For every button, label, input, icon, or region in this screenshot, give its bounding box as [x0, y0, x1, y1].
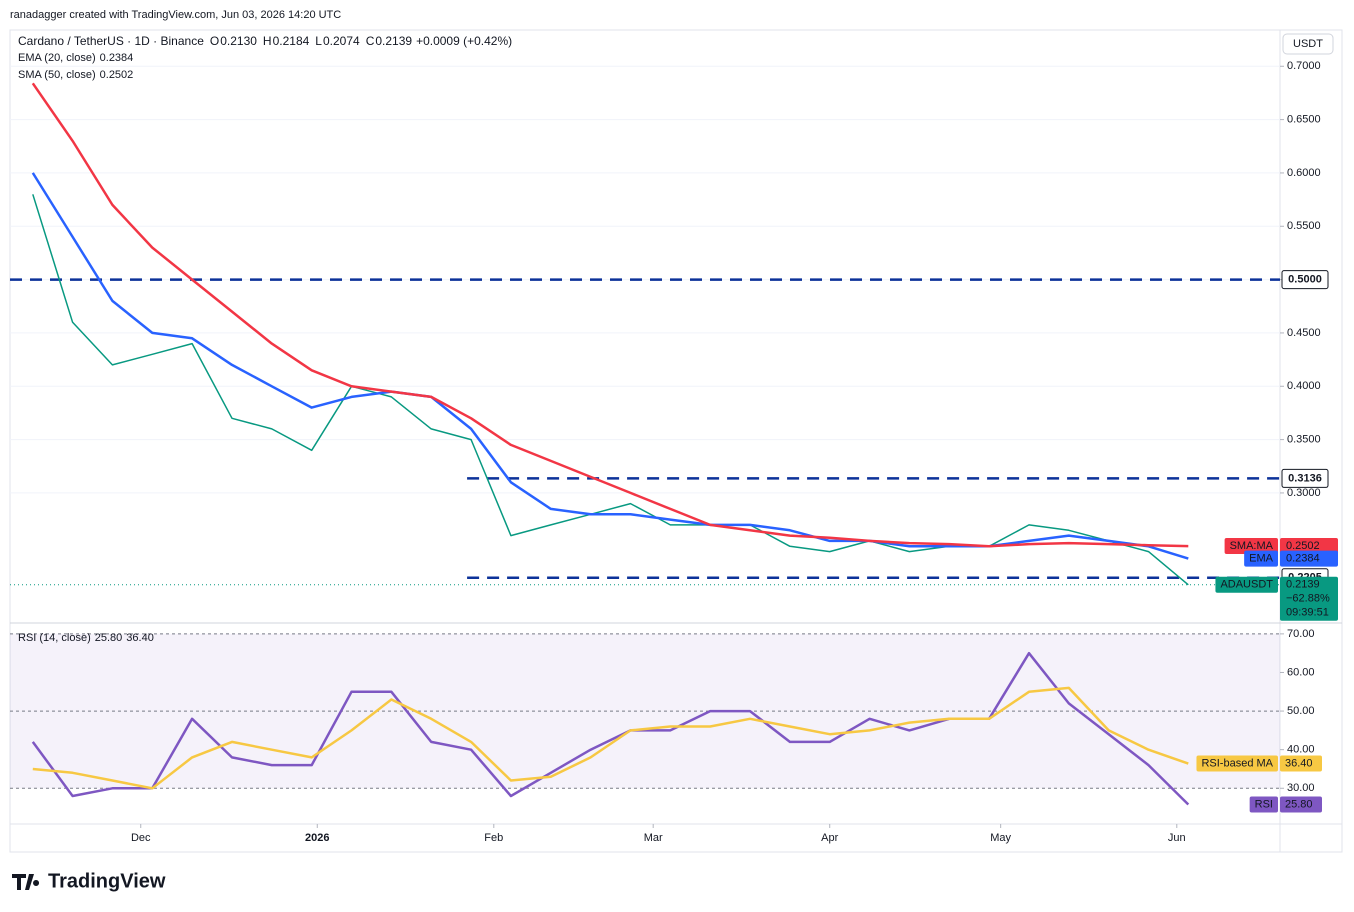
ohlc-value: 0.2184	[273, 34, 310, 48]
ohlc-key: L	[315, 34, 322, 48]
series-line	[31, 82, 1189, 548]
ohlc-key: C	[366, 34, 375, 48]
badge-value-bg	[1280, 538, 1338, 555]
badge-tag-bg	[1196, 755, 1278, 772]
currency[interactable]: USDT	[1293, 38, 1323, 50]
legend-value: 0.2502	[100, 69, 134, 81]
ohlc-key: O	[210, 34, 219, 48]
legend-name: EMA (20, close)	[18, 52, 96, 64]
x-tick-label: May	[990, 832, 1011, 844]
x-tick-label: Dec	[131, 832, 151, 844]
level-badge	[1281, 468, 1329, 488]
ohlc-value: 0.2130	[220, 34, 257, 48]
badge-tag: EMA	[1249, 553, 1274, 565]
level-badge	[1281, 270, 1329, 290]
y-tick-label: 0.4500	[1287, 327, 1321, 339]
pane-title: RSI (14, close)	[18, 632, 91, 644]
y-tick-label: 30.00	[1287, 782, 1315, 794]
y-tick-label: 40.00	[1287, 744, 1315, 756]
chart-frame	[9, 29, 1343, 853]
badge-tag-bg	[1244, 550, 1278, 567]
series-line	[32, 686, 1189, 790]
currency-button[interactable]	[1282, 33, 1334, 55]
badge-line: −62.88%	[1286, 593, 1330, 605]
badge-tag: RSI	[1255, 798, 1273, 810]
y-tick-label: 70.00	[1287, 628, 1315, 640]
y-tick-label: 0.6000	[1287, 167, 1321, 179]
ohlc-key: H	[263, 34, 272, 48]
ohlc-value: 0.2139	[375, 34, 412, 48]
y-tick-label: 0.4000	[1287, 380, 1321, 392]
y-tick-label: 0.6500	[1287, 114, 1321, 126]
tv-logo	[12, 874, 40, 890]
y-tick-label: 50.00	[1287, 705, 1315, 717]
level-label: 0.5000	[1288, 274, 1322, 286]
legend-name: SMA (50, close)	[18, 69, 96, 81]
badge-value: 36.40	[1285, 757, 1313, 769]
badge-value-bg	[1280, 755, 1322, 772]
x-tick-label: Jun	[1168, 832, 1186, 844]
y-tick-label: 0.5500	[1287, 220, 1321, 232]
ohlc-value: 0.2074	[323, 34, 360, 48]
badge-tag: RSI-based MA	[1201, 757, 1273, 769]
x-tick-label: Mar	[644, 832, 663, 844]
y-tick-label: 60.00	[1287, 666, 1315, 678]
x-tick-label: 2026	[305, 832, 329, 844]
badge-value-bg	[1280, 796, 1322, 813]
change: +0.0009 (+0.42%)	[416, 34, 512, 48]
y-tick-label: 0.3000	[1287, 487, 1321, 499]
legend-value: 36.40	[126, 632, 154, 644]
badge-value-bg	[1280, 576, 1338, 621]
badge-tag: ADAUSDT	[1220, 579, 1273, 591]
x-tick-label: Apr	[821, 832, 838, 844]
legend-value: 25.80	[95, 632, 123, 644]
badge-value-bg	[1280, 550, 1338, 567]
brand: TradingView	[48, 870, 166, 892]
legend-value: 0.2384	[100, 52, 134, 64]
y-tick-label: 0.3500	[1287, 434, 1321, 446]
y-tick-label: 0.7000	[1287, 60, 1321, 72]
level-label: 0.3136	[1288, 472, 1322, 484]
badge-value: 0.2384	[1286, 553, 1320, 565]
badge-tag-bg	[1224, 538, 1278, 555]
symbol: Cardano / TetherUS · 1D · Binance	[18, 34, 204, 48]
badge-tag-bg	[1249, 796, 1278, 813]
series-line	[31, 651, 1190, 806]
x-tick-label: Feb	[484, 832, 503, 844]
badge-tag-bg	[1215, 576, 1278, 593]
badge-value: 0.2502	[1286, 540, 1320, 552]
attribution: ranadagger created with TradingView.com,…	[10, 9, 341, 21]
badge-value: 25.80	[1285, 798, 1313, 810]
badge-tag: SMA:MA	[1230, 540, 1274, 552]
badge-value: 0.2139	[1286, 579, 1320, 591]
badge-line: 09:39:51	[1286, 607, 1329, 619]
series-line	[32, 194, 1189, 586]
